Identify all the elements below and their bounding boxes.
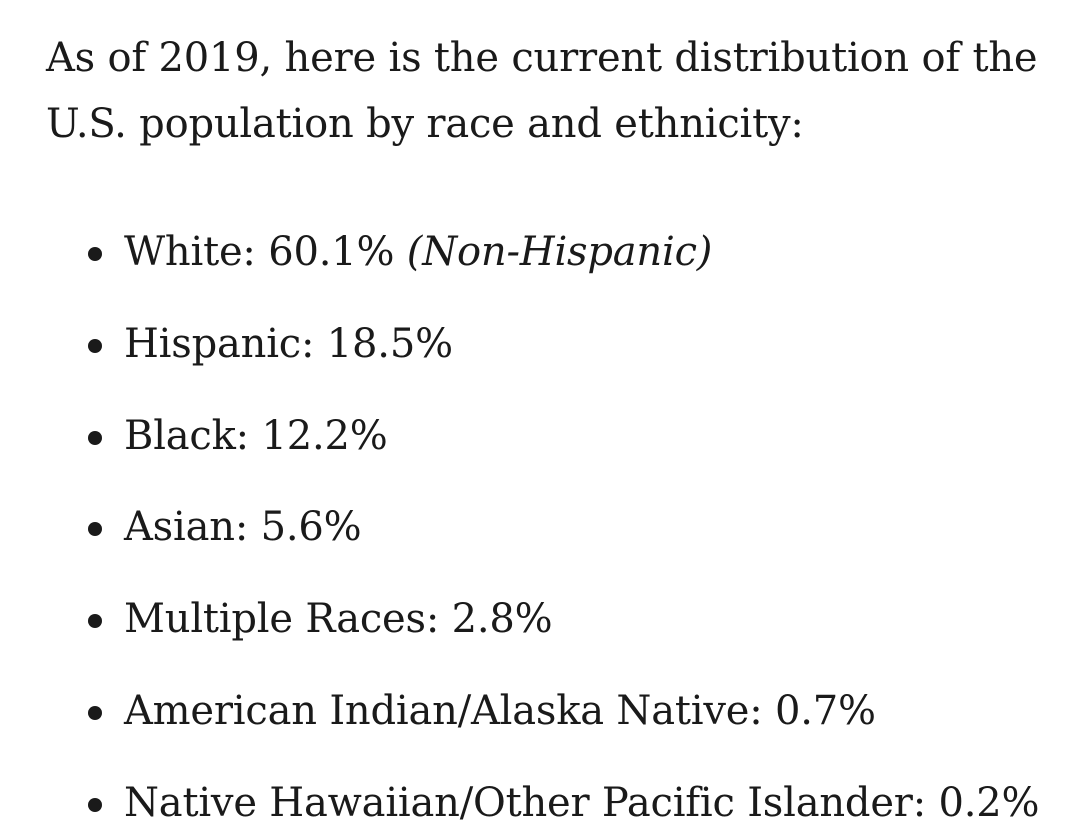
list-item-label: Asian: 5.6% xyxy=(124,504,362,550)
list-item-label: Native Hawaiian/Other Pacific Islander: … xyxy=(124,780,1040,826)
bullet-icon xyxy=(88,614,102,628)
bullet-icon xyxy=(88,798,102,812)
bullet-icon xyxy=(88,247,102,261)
bullet-icon xyxy=(88,339,102,353)
list-item-label: Hispanic: 18.5% xyxy=(124,321,453,367)
article-body: As of 2019, here is the current distribu… xyxy=(46,0,1076,826)
list-item-label: Black: 12.2% xyxy=(124,413,388,459)
bullet-icon xyxy=(88,522,102,536)
list-item-text: White: 60.1% (Non-Hispanic) xyxy=(124,226,712,278)
bullet-icon xyxy=(88,706,102,720)
list-item-label: Multiple Races: 2.8% xyxy=(124,596,553,642)
list-item-note: (Non-Hispanic) xyxy=(406,229,713,275)
intro-paragraph: As of 2019, here is the current distribu… xyxy=(46,35,1038,147)
list-item-label: White: 60.1% xyxy=(124,229,395,275)
list-item-label: American Indian/Alaska Native: 0.7% xyxy=(124,688,876,734)
bullet-icon xyxy=(88,431,102,445)
